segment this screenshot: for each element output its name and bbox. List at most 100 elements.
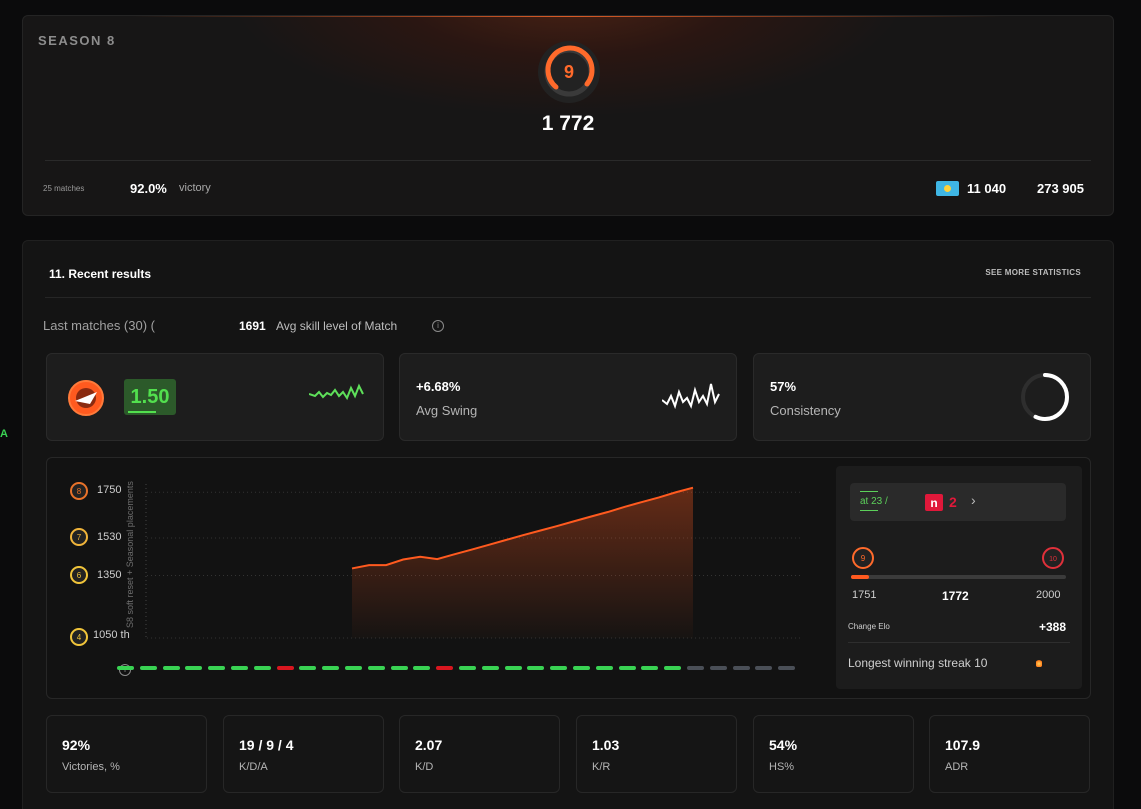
level-label: 1530 (97, 531, 122, 543)
match-result-bar[interactable] (391, 666, 408, 670)
stat-label: HS% (769, 761, 795, 773)
stat-value: 2.07 (415, 737, 443, 753)
match-result-bar[interactable] (117, 666, 134, 670)
stat-card-kd: 2.07 K/D (399, 715, 560, 793)
match-result-bar[interactable] (664, 666, 681, 670)
stat-value: 1.03 (592, 737, 620, 753)
match-result-bar[interactable] (778, 666, 795, 670)
match-result-bar[interactable] (231, 666, 248, 670)
stat-value: 19 / 9 / 4 (239, 737, 294, 753)
match-result-bar[interactable] (185, 666, 202, 670)
avg-skill-value: 1691 (239, 319, 266, 333)
level-icon-text: 4 (77, 633, 82, 642)
level-progress-panel: at 23 / n 2 › 9 10 1751 1772 2000 Change… (836, 466, 1082, 689)
season-reset-note: S8 soft reset + Seasonal placements (125, 481, 135, 628)
match-result-bar[interactable] (596, 666, 613, 670)
streak-selector[interactable]: at 23 / n 2 › (850, 483, 1066, 521)
streak-badge: n (925, 494, 943, 511)
rating-value: 1.50 (124, 379, 176, 415)
avg-swing-card: +6.68% Avg Swing (399, 353, 737, 441)
match-result-bar[interactable] (459, 666, 476, 670)
match-result-bar[interactable] (527, 666, 544, 670)
country-rank[interactable]: 11 040 (967, 181, 1007, 196)
level-badge: 9 (537, 40, 601, 104)
victory-label: victory (179, 182, 211, 194)
change-elo-label: Change Elo (848, 622, 890, 631)
rating-sparkline-icon (309, 383, 364, 401)
stat-value: 92% (62, 737, 91, 753)
match-result-bar[interactable] (322, 666, 339, 670)
level-8-icon: 8 (70, 482, 88, 500)
match-result-bar[interactable] (505, 666, 522, 670)
streak-label: at 23 / (860, 491, 888, 511)
level-number: 9 (563, 61, 574, 82)
level-icon-text: 7 (77, 533, 82, 542)
info-icon[interactable]: i (432, 320, 444, 332)
divider (848, 642, 1070, 643)
see-more-statistics-link[interactable]: SEE MORE STATISTICS (985, 268, 1081, 277)
streak-count: 2 (949, 494, 957, 510)
stat-label: K/R (592, 761, 611, 773)
level-9-icon: 9 (852, 547, 874, 569)
match-result-bar[interactable] (208, 666, 225, 670)
level-icon-text: 9 (861, 554, 866, 563)
swing-sparkline-icon (662, 383, 720, 410)
stat-card-kda: 19 / 9 / 4 K/D/A (223, 715, 384, 793)
avg-swing-value: +6.68% (416, 379, 461, 394)
match-result-bar[interactable] (733, 666, 750, 670)
divider (45, 297, 1091, 298)
match-result-bar[interactable] (482, 666, 499, 670)
section-title: 11. Recent results (49, 267, 152, 281)
elo-chart-canvas (145, 484, 801, 639)
range-current: 1772 (942, 589, 969, 603)
chevron-right-icon[interactable]: › (971, 492, 976, 508)
world-rank[interactable]: 273 905 (1037, 181, 1084, 196)
stat-card-victories: 92% Victories, % (46, 715, 207, 793)
match-result-bar[interactable] (140, 666, 157, 670)
divider (45, 160, 1091, 161)
kazakhstan-flag-icon (936, 181, 959, 196)
match-result-bar[interactable] (277, 666, 294, 670)
level-icon-text: 8 (77, 487, 82, 496)
match-result-bar[interactable] (755, 666, 772, 670)
stat-value: 107.9 (945, 737, 981, 753)
stat-label: K/D/A (239, 761, 268, 773)
avg-swing-label: Avg Swing (416, 403, 478, 418)
rating-icon (68, 380, 104, 416)
match-result-bar[interactable] (550, 666, 567, 670)
range-min: 1751 (852, 589, 877, 601)
match-result-bar[interactable] (641, 666, 658, 670)
last-matches-selector[interactable]: Last matches (30) ( (43, 318, 155, 333)
level-10-icon: 10 (1042, 547, 1064, 569)
level-4-icon: 4 (70, 628, 88, 646)
match-result-bar[interactable] (254, 666, 271, 670)
match-result-bar[interactable] (619, 666, 636, 670)
edge-letter: A (0, 428, 8, 440)
match-result-bar[interactable] (436, 666, 453, 670)
consistency-card: 57% Consistency (753, 353, 1091, 441)
stat-card-adr: 107.9 ADR (929, 715, 1090, 793)
longest-streak-label: Longest winning streak 10 (848, 656, 988, 670)
rating-card: 1.50 (46, 353, 384, 441)
stat-label: K/D (415, 761, 434, 773)
match-result-bar[interactable] (163, 666, 180, 670)
level-gauge-icon (538, 41, 600, 103)
stat-label: ADR (945, 761, 969, 773)
match-result-bar[interactable] (368, 666, 385, 670)
level-icon-text: 10 (1049, 556, 1057, 563)
consistency-label: Consistency (770, 403, 841, 418)
match-result-bar[interactable] (299, 666, 316, 670)
flame-icon (1036, 659, 1042, 667)
matches-count: 25 matches (43, 184, 85, 193)
level-icon-text: 6 (77, 571, 82, 580)
level-label: 1350 (97, 569, 122, 581)
match-result-bar[interactable] (573, 666, 590, 670)
stat-value: 54% (769, 737, 798, 753)
match-result-bar[interactable] (710, 666, 727, 670)
match-result-bar[interactable] (345, 666, 362, 670)
level-progress-bar (851, 575, 1066, 579)
match-result-bar[interactable] (687, 666, 704, 670)
range-max: 2000 (1036, 589, 1061, 601)
season-card: SEASON 8 9 1 772 25 matches 92.0% victor… (22, 15, 1114, 216)
match-result-bar[interactable] (413, 666, 430, 670)
